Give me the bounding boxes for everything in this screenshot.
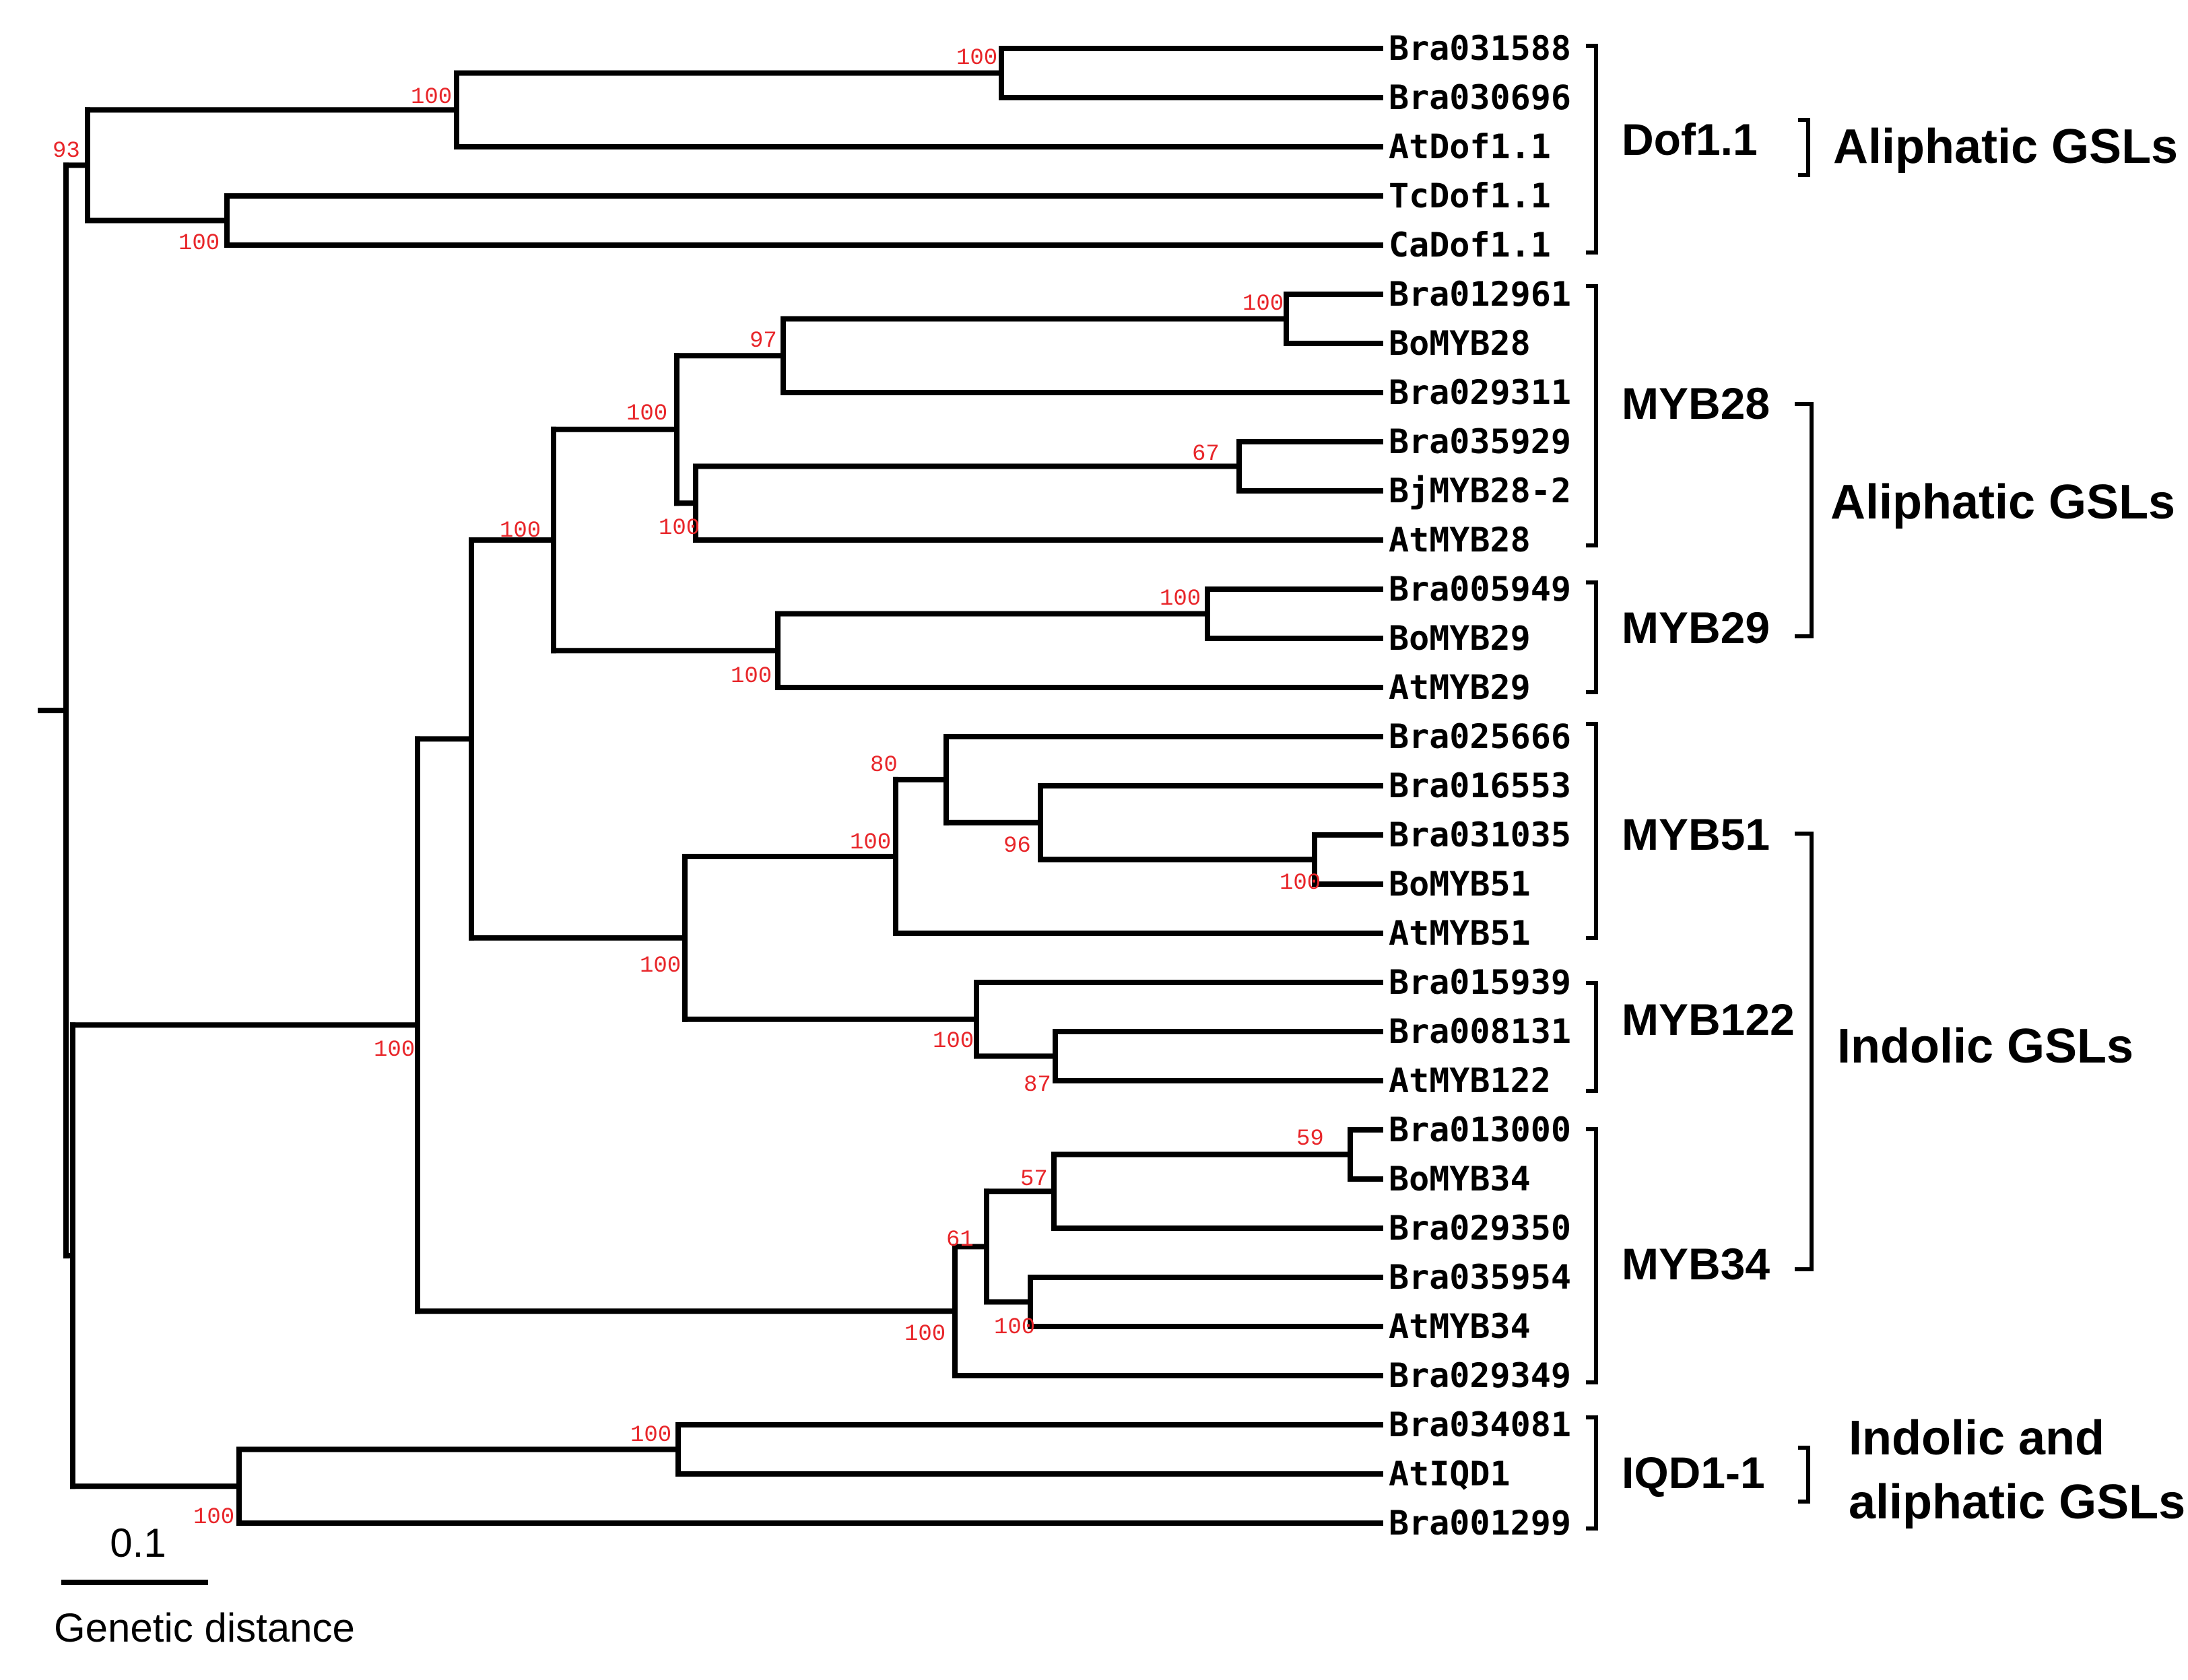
- leaf-label: Bra034081: [1389, 1405, 1571, 1444]
- leaf-label: Bra035954: [1389, 1258, 1571, 1297]
- bootstrap-value: 100: [1280, 871, 1321, 896]
- bootstrap-value: 57: [1020, 1167, 1048, 1192]
- bootstrap-value: 100: [640, 953, 681, 979]
- tree-branches: [38, 46, 1383, 1526]
- bootstrap-value: 67: [1192, 442, 1220, 467]
- group-label-myb122: MYB122: [1622, 995, 1795, 1044]
- bootstrap-value: 87: [1024, 1073, 1051, 1098]
- bracket-function-indolic: [1795, 832, 1814, 1271]
- leaf-label: Bra013000: [1389, 1110, 1571, 1149]
- group-label-myb51: MYB51: [1622, 809, 1770, 859]
- leaf-label: Bra031035: [1389, 815, 1571, 854]
- leaf-label: AtMYB34: [1389, 1307, 1531, 1346]
- bracket-myb34: [1586, 1127, 1598, 1384]
- leaf-label: CaDof1.1: [1389, 226, 1551, 265]
- leaf-label: Bra031588: [1389, 29, 1571, 68]
- leaf-label: Bra029349: [1389, 1356, 1571, 1395]
- leaf-label: Bra030696: [1389, 78, 1571, 117]
- leaf-label: Bra005949: [1389, 570, 1571, 609]
- leaf-label: BoMYB34: [1389, 1160, 1531, 1199]
- bootstrap-value: 100: [1160, 586, 1201, 612]
- bootstrap-value: 100: [626, 401, 667, 427]
- bootstrap-value: 100: [731, 664, 772, 690]
- bootstrap-value: 61: [946, 1228, 974, 1253]
- group-label-myb29: MYB29: [1622, 603, 1770, 652]
- bootstrap-value: 80: [870, 753, 898, 778]
- leaf-label: Bra001299: [1389, 1504, 1571, 1543]
- bracket-myb28: [1586, 284, 1598, 547]
- leaf-label: AtIQD1: [1389, 1454, 1511, 1493]
- bracket-myb51: [1586, 722, 1598, 940]
- leaf-label: Bra015939: [1389, 963, 1571, 1002]
- bootstrap-value: 93: [53, 139, 80, 164]
- bootstrap-value: 100: [1242, 292, 1284, 317]
- leaf-label: BoMYB28: [1389, 324, 1531, 363]
- function-label-iqd-line1: Indolic and: [1849, 1411, 2104, 1465]
- bootstrap-value: 100: [500, 518, 541, 544]
- bootstrap-value: 97: [750, 329, 777, 354]
- function-label-iqd-line2: aliphatic GSLs: [1849, 1475, 2185, 1529]
- group-brackets: [1586, 44, 1814, 1531]
- leaf-label: AtMYB28: [1389, 520, 1531, 560]
- bootstrap-value: 100: [956, 46, 997, 71]
- leaf-label: AtMYB51: [1389, 914, 1531, 953]
- leaf-label: Bra035929: [1389, 422, 1571, 461]
- bootstrap-value: 96: [1003, 834, 1031, 859]
- bracket-function-iqd: [1798, 1446, 1810, 1504]
- leaf-label: BjMYB28-2: [1389, 471, 1571, 510]
- leaf-label: Bra008131: [1389, 1012, 1571, 1051]
- bracket-function-dof: [1798, 118, 1810, 177]
- leaf-label: Bra016553: [1389, 766, 1571, 805]
- leaf-label: Bra029311: [1389, 373, 1571, 412]
- leaf-label: AtMYB29: [1389, 668, 1531, 707]
- leaf-label: AtDof1.1: [1389, 127, 1551, 166]
- bracket-myb29: [1586, 580, 1598, 694]
- bootstrap-value: 100: [630, 1423, 671, 1448]
- bracket-iqd: [1586, 1415, 1598, 1531]
- leaf-label: Bra025666: [1389, 717, 1571, 756]
- function-label-dof: Aliphatic GSLs: [1833, 120, 2178, 174]
- bracket-dof: [1586, 44, 1598, 255]
- function-label-indolic: Indolic GSLs: [1837, 1019, 2133, 1073]
- bootstrap-value: 100: [374, 1038, 415, 1063]
- bootstrap-value: 100: [994, 1315, 1035, 1341]
- bootstrap-value: 100: [904, 1322, 946, 1347]
- bootstrap-value: 100: [178, 231, 220, 257]
- group-label-myb34: MYB34: [1622, 1239, 1770, 1289]
- function-label-aliphatic: Aliphatic GSLs: [1830, 475, 2175, 529]
- bracket-myb122: [1586, 981, 1598, 1093]
- bracket-function-aliphatic: [1795, 402, 1814, 638]
- bootstrap-value: 59: [1296, 1127, 1324, 1152]
- bootstrap-value: 100: [933, 1029, 974, 1054]
- group-label-dof: Dof1.1: [1622, 114, 1758, 164]
- leaf-label: BoMYB29: [1389, 619, 1531, 658]
- bootstrap-labels: 100 100 93 100 100 97 100 100 67 100 100 100 80 96 100…: [53, 46, 1324, 1531]
- leaf-label: Bra029350: [1389, 1209, 1571, 1248]
- bootstrap-value: 100: [411, 85, 452, 110]
- bootstrap-value: 100: [193, 1505, 234, 1531]
- scale-label: Genetic distance: [54, 1605, 355, 1650]
- group-label-myb28: MYB28: [1622, 378, 1770, 428]
- group-label-iqd: IQD1-1: [1622, 1448, 1765, 1498]
- leaf-labels: Bra031588 Bra030696 AtDof1.1 TcDof1.1 CaDof1…: [1389, 29, 1571, 1543]
- leaf-label: Bra012961: [1389, 275, 1571, 314]
- leaf-label: BoMYB51: [1389, 865, 1531, 904]
- scale-value: 0.1: [110, 1520, 166, 1566]
- bootstrap-value: 100: [850, 830, 891, 856]
- leaf-label: AtMYB122: [1389, 1061, 1551, 1100]
- leaf-label: TcDof1.1: [1389, 176, 1551, 215]
- bootstrap-value: 100: [659, 516, 700, 541]
